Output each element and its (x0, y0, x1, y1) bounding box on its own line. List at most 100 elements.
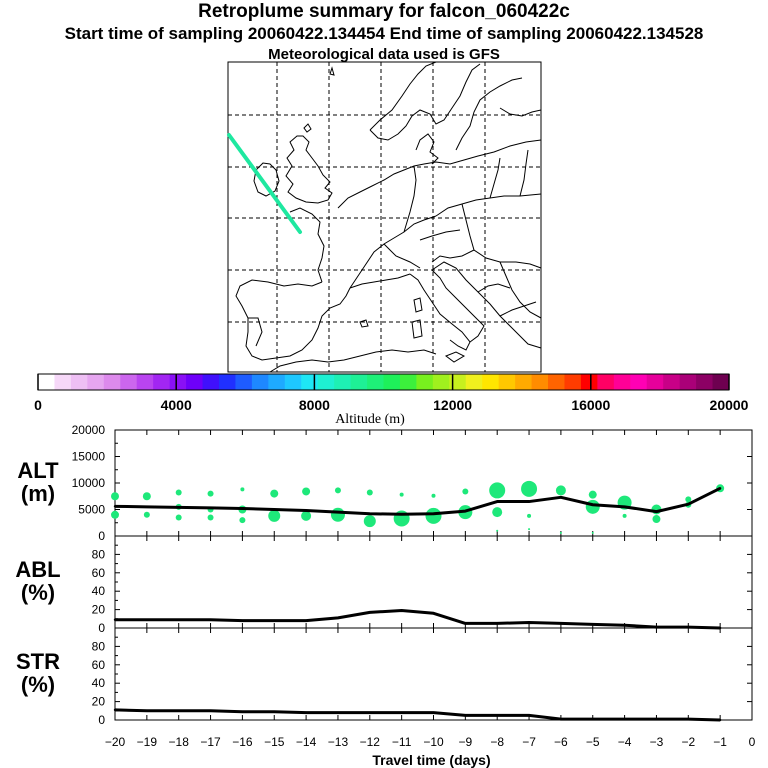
colorbar-swatch (317, 374, 335, 390)
cluster-point (207, 514, 214, 521)
cluster-point (111, 510, 119, 519)
panel-ylabel: ABL (15, 557, 60, 582)
cluster-point (142, 492, 151, 501)
colorbar-swatch (284, 374, 302, 390)
series-point (241, 710, 244, 713)
cluster-point (175, 514, 182, 521)
met-data-line: Meteorological data used is GFS (268, 46, 500, 63)
colorbar-swatch (416, 374, 434, 390)
cluster-point (496, 529, 499, 532)
panel-ylabel-units: (%) (21, 580, 55, 605)
series-point (241, 619, 244, 622)
colorbar-swatch (663, 374, 681, 390)
colorbar-swatch (235, 374, 253, 390)
series-point (432, 612, 435, 615)
series-point (368, 512, 371, 515)
x-tick-label: −19 (137, 735, 158, 749)
colorbar-swatch (169, 374, 187, 390)
cluster-point (363, 515, 376, 528)
cluster-point (462, 488, 469, 495)
series-point (209, 506, 212, 510)
cluster-point (207, 490, 214, 497)
x-tick-labels: −20 −19 −18 −17 −16 −15 −14 −13 −12 −11 −10 −9 −8 −7−… (105, 735, 756, 749)
y-tick-label: 15000 (72, 450, 106, 464)
series-point (623, 505, 626, 509)
map-grid (228, 62, 541, 372)
cluster-point (334, 487, 341, 494)
series-point (527, 714, 531, 717)
panel-ylabel-units: (%) (21, 672, 55, 697)
series-point (623, 717, 626, 721)
cluster-point (268, 509, 281, 522)
colorbar-swatch (383, 374, 401, 390)
colorbar-swatch (367, 374, 384, 390)
cluster-point (301, 510, 312, 521)
series-point (718, 487, 722, 490)
colorbar-swatch (613, 374, 631, 390)
cluster-point (489, 482, 506, 499)
series-point (177, 618, 180, 621)
series-point (209, 709, 212, 712)
series-point (145, 709, 149, 712)
y-tick-label: 80 (92, 639, 106, 653)
x-tick-label: −7 (522, 735, 536, 749)
panel-str: 0 20 40 60 80 STR(%) (16, 627, 753, 727)
x-tick-label: −10 (423, 735, 444, 749)
x-tick-label: −14 (296, 735, 317, 749)
colorbar-swatch (597, 374, 615, 390)
x-tick-label: −8 (490, 735, 504, 749)
colorbar-swatch (531, 374, 549, 390)
colorbar-swatch (564, 374, 582, 390)
cluster-point (425, 507, 442, 524)
series-point (655, 717, 658, 721)
colorbar-tick-label: 8000 (299, 397, 330, 413)
y-tick-label: 40 (92, 584, 106, 598)
series-point (464, 622, 467, 625)
series-point (177, 709, 180, 712)
chart-title: Retroplume summary for falcon_060422c (198, 1, 570, 22)
series-point (304, 619, 308, 622)
x-tick-label: −13 (328, 735, 349, 749)
cluster-point (399, 492, 404, 497)
y-tick-label: 40 (92, 676, 106, 690)
colorbar-swatch (449, 374, 467, 390)
series-point (464, 509, 467, 513)
colorbar-swatch (301, 374, 319, 390)
y-tick-label: 60 (92, 566, 106, 580)
colorbar-swatch (120, 374, 138, 390)
panel-ylabel-units: (m) (21, 481, 55, 506)
colorbar-tick-label: 20000 (710, 397, 749, 413)
cluster-point (143, 511, 150, 518)
series-point (623, 624, 626, 627)
colorbar-swatch (548, 374, 565, 390)
colorbar-swatch (580, 374, 598, 390)
series-point (113, 708, 117, 712)
x-tick-label: −18 (169, 735, 190, 749)
series-point (655, 510, 658, 513)
colorbar-swatch (515, 374, 533, 390)
cluster-point (175, 489, 182, 496)
x-tick-label: −11 (392, 735, 412, 749)
colorbar-swatch (350, 374, 368, 390)
series-point (336, 510, 340, 514)
series-point (496, 500, 499, 503)
colorbar-tick-label: 0 (34, 397, 42, 413)
cluster-point (302, 487, 311, 496)
colorbar-swatch (696, 374, 714, 390)
series-point (368, 711, 371, 714)
series-point (145, 505, 149, 509)
series-point (718, 718, 722, 722)
series-point (177, 506, 180, 509)
y-tick-label: 20 (92, 695, 106, 709)
cluster-point (555, 485, 566, 496)
colorbar-label: Altitude (m) (335, 412, 405, 427)
colorbar-swatch (153, 374, 171, 390)
x-tick-label: −15 (264, 735, 285, 749)
colorbar-swatch (70, 374, 88, 390)
map-frame (227, 61, 542, 373)
colorbar-swatch (399, 374, 417, 390)
panel-frame (114, 627, 753, 721)
y-tick-label: 0 (98, 621, 105, 635)
series-point (559, 496, 563, 499)
series-line (115, 609, 721, 630)
